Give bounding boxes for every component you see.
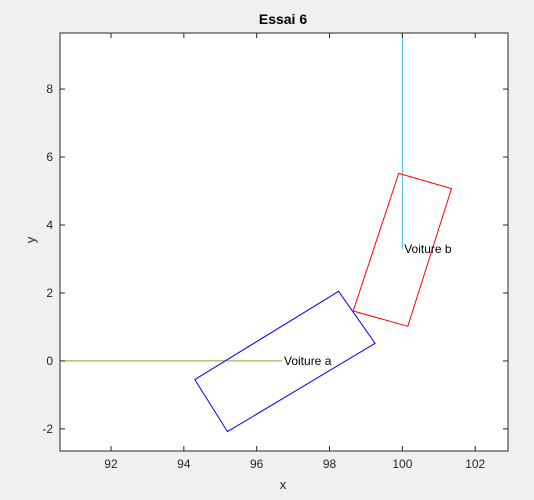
y-tick-label-4: 6 [46,150,53,164]
x-tick-label-0: 92 [104,457,118,471]
y-tick-label-2: 2 [46,286,53,300]
vehicle-outline-3 [352,172,453,327]
y-tick-label-3: 4 [46,218,53,232]
x-axis-label: x [280,477,287,492]
chart-title: Essai 6 [259,11,307,27]
y-axis: -2 0 2 4 6 8 [42,82,508,436]
annotation-layer: Voiture a Voiture b [284,242,452,368]
axes-box [59,32,509,452]
x-axis: 92 94 96 98 100 102 [104,33,486,471]
annotation-label-0: Voiture a [284,354,332,368]
series-layer [60,33,453,433]
vehicle-outline-2 [194,290,376,433]
y-axis-label: y [23,236,38,243]
y-tick-label-0: -2 [42,422,53,436]
annotation-label-1: Voiture b [404,242,452,256]
y-tick-label-1: 0 [46,354,53,368]
x-tick-label-3: 98 [323,457,337,471]
plot-area [60,33,508,451]
y-tick-label-5: 8 [46,82,53,96]
x-tick-label-5: 102 [465,457,485,471]
x-tick-label-1: 94 [177,457,191,471]
x-tick-label-2: 96 [250,457,264,471]
x-tick-label-4: 100 [392,457,412,471]
